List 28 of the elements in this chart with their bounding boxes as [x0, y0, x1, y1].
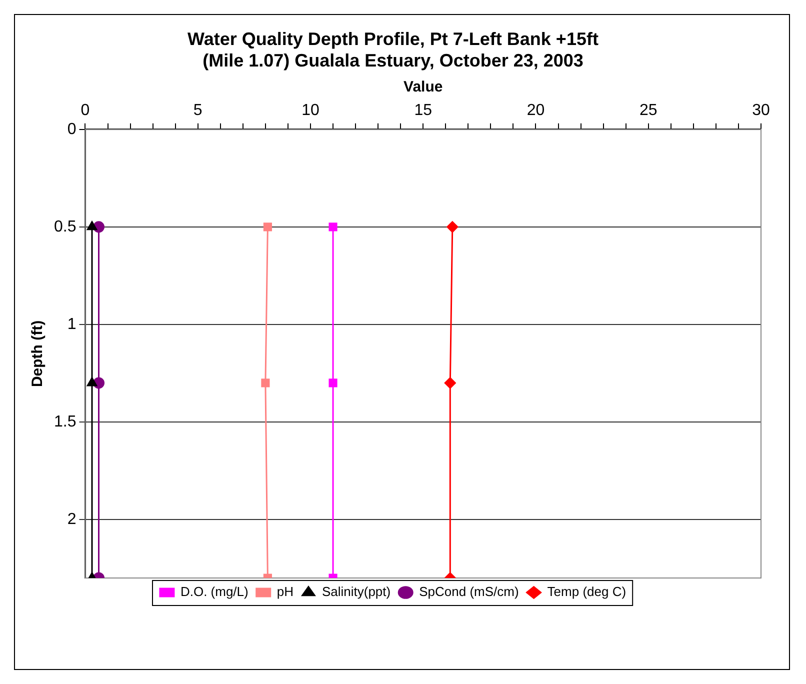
legend-label: SpCond (mS/cm): [419, 584, 519, 600]
x-tick-label: 10: [302, 102, 320, 120]
y-tick-label: 1.5: [54, 413, 76, 430]
legend-label: D.O. (mg/L): [180, 584, 248, 600]
y-tick-label: 2: [67, 510, 76, 528]
point: [263, 222, 272, 232]
x-axis-title: Value: [404, 78, 443, 96]
point: [86, 377, 98, 386]
chart-title: Water Quality Depth Profile, Pt 7-Left Bank +15ft (Mile 1.07) Gualala Estuary, October 23, 2003: [188, 28, 598, 70]
x-tick-label: 30: [752, 102, 770, 120]
legend-label: Temp (deg C): [547, 584, 626, 600]
legend-label: Salinity(ppt): [322, 584, 391, 600]
y-axis-title: Depth (ft): [29, 320, 46, 388]
point: [444, 377, 456, 389]
point: [261, 378, 270, 388]
legend-label: pH: [276, 584, 294, 600]
x-tick-label: 5: [193, 102, 202, 120]
x-tick-label: 0: [80, 102, 90, 120]
point: [86, 221, 98, 230]
x-tick-label: 25: [639, 102, 658, 120]
y-tick-label: 1: [67, 316, 76, 333]
point: [446, 221, 458, 233]
x-tick-label: 20: [526, 102, 545, 120]
point: [328, 222, 338, 232]
y-tick-label: 0: [67, 120, 76, 138]
y-tick-label: 0.5: [54, 218, 76, 236]
x-tick-label: 15: [414, 102, 432, 120]
point: [328, 378, 338, 388]
